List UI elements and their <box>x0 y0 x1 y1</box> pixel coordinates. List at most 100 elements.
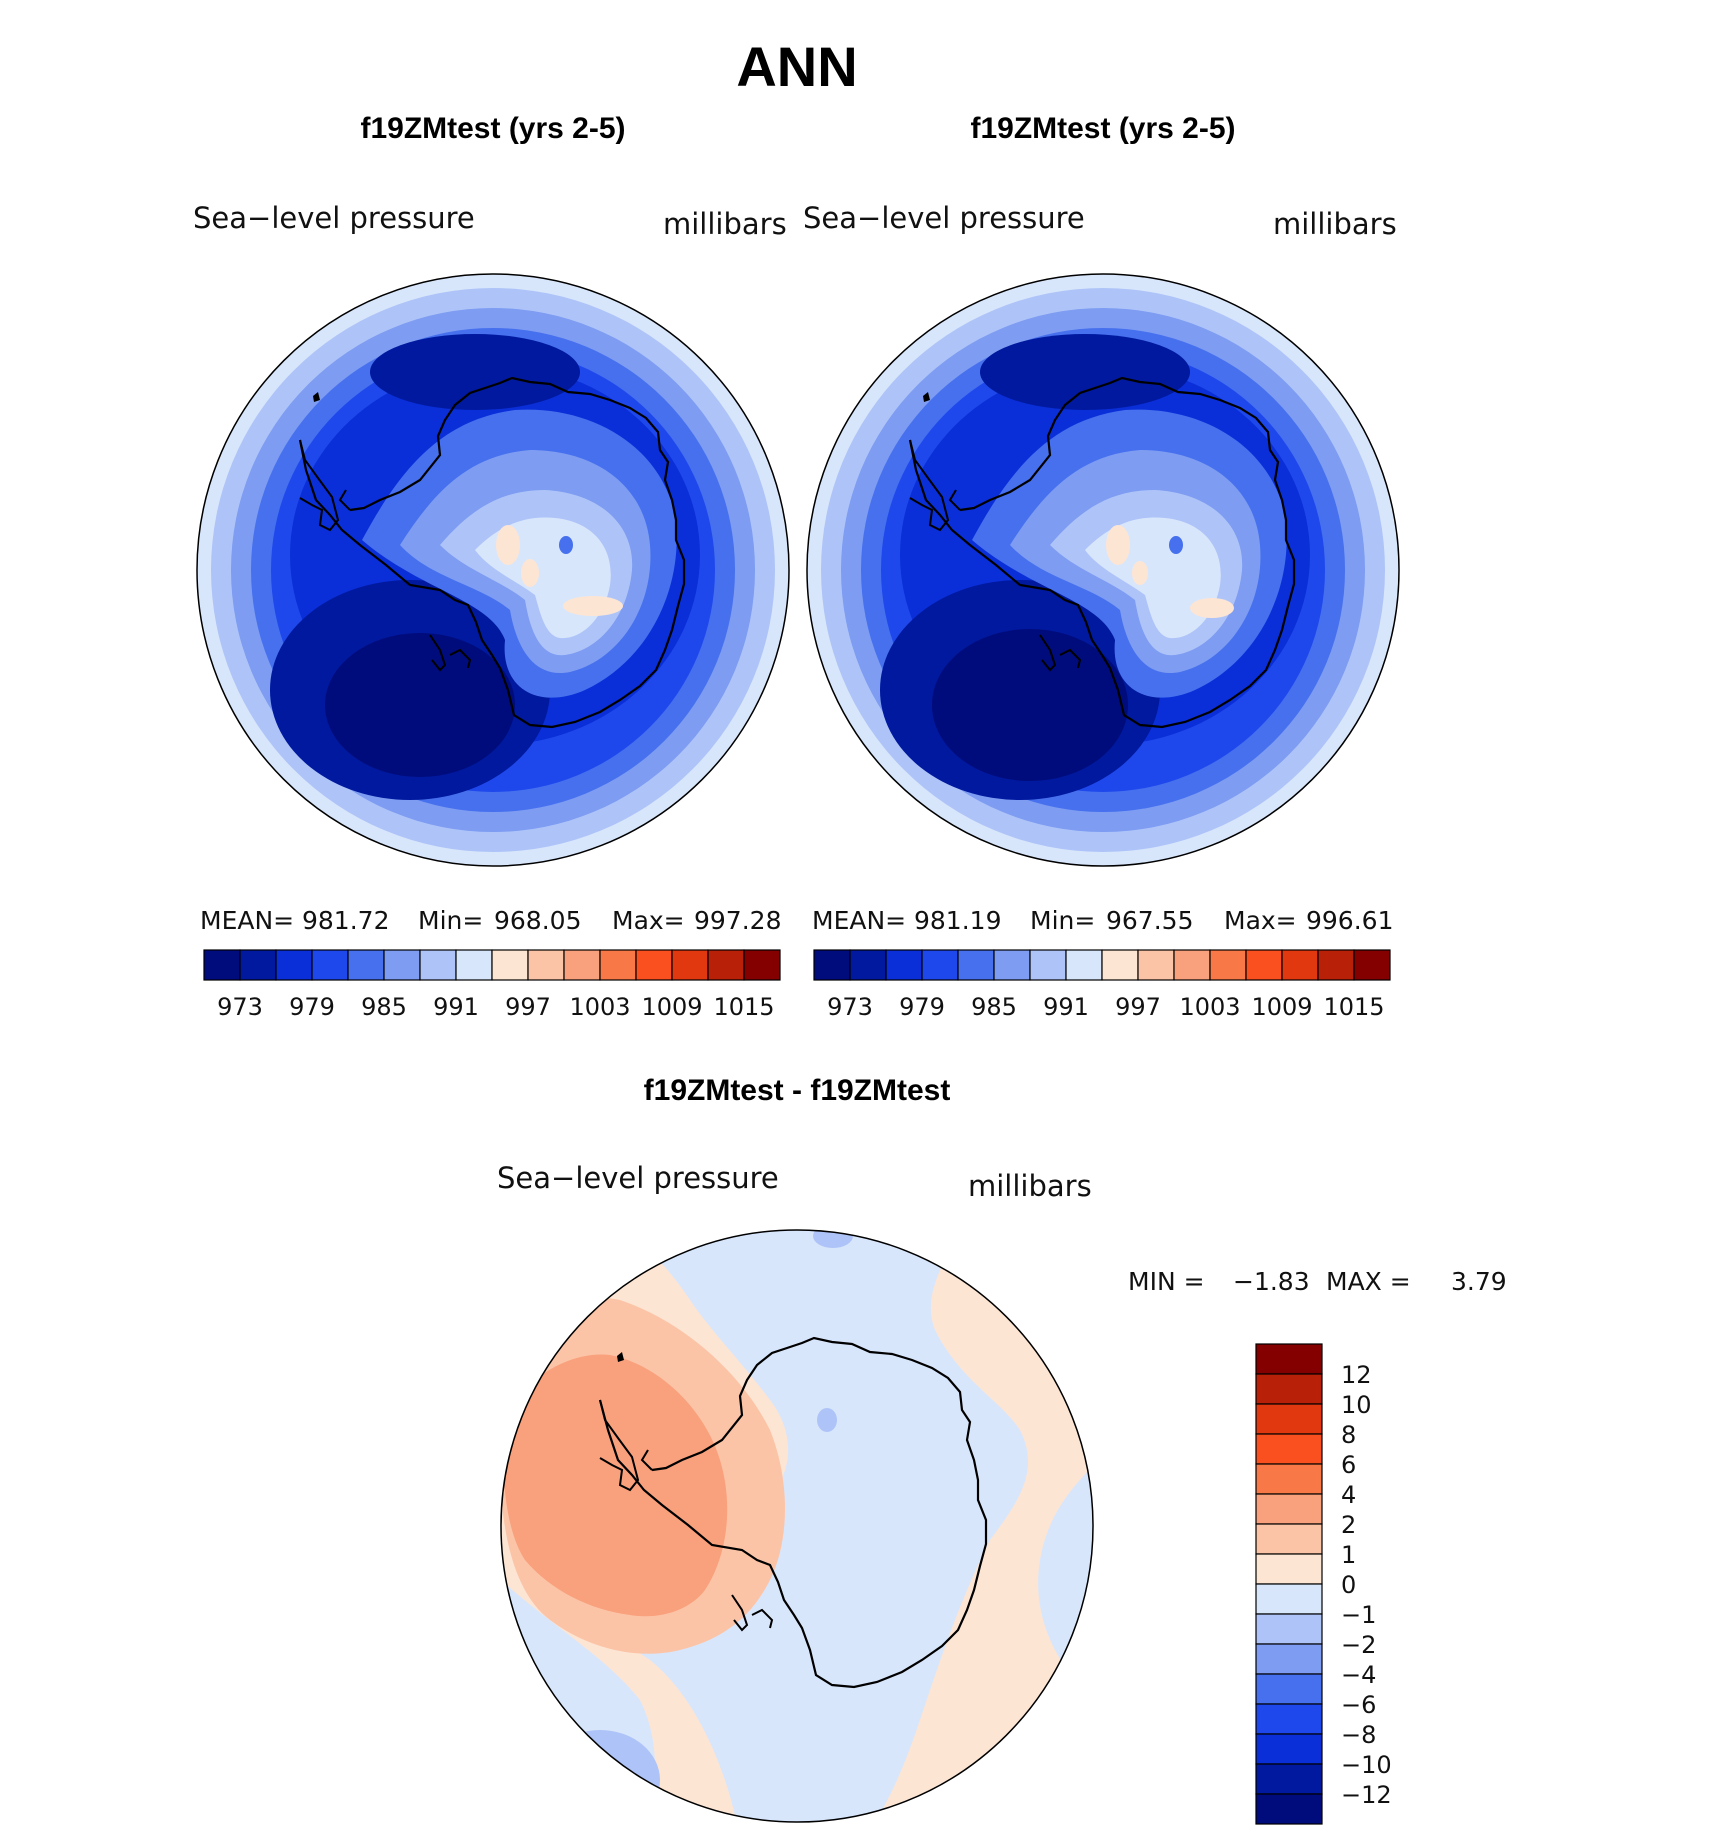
mean-label: MEAN= <box>200 906 294 935</box>
colorbar-cell <box>1255 1403 1323 1435</box>
colorbar-cell <box>1255 1553 1323 1585</box>
colorbar-cell <box>1255 1733 1323 1765</box>
colorbar-cell <box>599 949 637 981</box>
colorbar-tick-label: −2 <box>1341 1631 1376 1659</box>
peninsula <box>299 439 472 672</box>
neg-spot-pole <box>817 1408 837 1432</box>
colorbar-cell <box>921 949 959 981</box>
variable-label: Sea−level pressure <box>803 201 1085 235</box>
colorbar-cell <box>239 949 277 981</box>
island <box>313 392 320 402</box>
plateau-low <box>1169 536 1183 554</box>
colorbar-tick-label: 0 <box>1341 1571 1356 1599</box>
colorbar-cell <box>1065 949 1103 981</box>
colorbar-tick-label: 2 <box>1341 1511 1356 1539</box>
plateau-high-1 <box>1106 525 1130 565</box>
colorbar-tick-label: 12 <box>1341 1361 1372 1389</box>
colorbar-cell <box>1255 1673 1323 1705</box>
colorbar-cell <box>1245 949 1283 981</box>
colorbar-cell <box>707 949 745 981</box>
colorbar-cell <box>1255 1583 1323 1615</box>
colorbar-cell <box>1255 1703 1323 1735</box>
colorbar-tick-label: 8 <box>1341 1421 1356 1449</box>
panel-top-left: f19ZMtest (yrs 2-5) Sea−level pressure m… <box>193 112 790 1021</box>
coastline <box>298 376 686 729</box>
max-label: Max= <box>1224 906 1297 935</box>
colorbar-cell <box>1255 1433 1323 1465</box>
colorbar-tick-label: 1015 <box>713 993 774 1021</box>
colorbar-cell <box>455 949 493 981</box>
peninsula <box>909 439 1082 672</box>
colorbar-tick-label: 1015 <box>1323 993 1384 1021</box>
plateau-low <box>559 536 573 554</box>
colorbar-tick-label: 997 <box>505 993 551 1021</box>
colorbar-tick-label: −1 <box>1341 1601 1376 1629</box>
plateau-high-2 <box>563 596 623 616</box>
colorbar-cell <box>1137 949 1175 981</box>
colorbar: 973 979 985 991 997 1003 1009 1015 <box>813 949 1391 1021</box>
colorbar-tick-label: 1003 <box>1179 993 1240 1021</box>
max-value: 996.61 <box>1306 906 1393 935</box>
colorbar-tick-label: 1009 <box>641 993 702 1021</box>
colorbar-cell <box>1353 949 1391 981</box>
coastline <box>598 1336 988 1689</box>
colorbar-cell <box>1255 1793 1323 1825</box>
colorbar-tick-label: −10 <box>1341 1751 1392 1779</box>
colorbar-cell <box>1173 949 1211 981</box>
coastline-group <box>598 1336 988 1689</box>
colorbar-cell <box>813 949 851 981</box>
panel-title: f19ZMtest (yrs 2-5) <box>360 112 625 145</box>
colorbar-tick-label: 991 <box>433 993 479 1021</box>
low-core <box>325 633 515 777</box>
colorbar: 973 979 985 991 997 1003 1009 1015 <box>203 949 781 1021</box>
island <box>923 392 930 402</box>
colorbar-tick-label: 973 <box>827 993 873 1021</box>
mean-label: MEAN= <box>812 906 906 935</box>
colorbar-tick-label: −12 <box>1341 1781 1392 1809</box>
colorbar-cell <box>491 949 529 981</box>
map-border <box>196 273 790 867</box>
coastline <box>908 376 1296 729</box>
map-border <box>500 1229 1094 1823</box>
colorbar-cell <box>203 949 241 981</box>
panel-difference: f19ZMtest - f19ZMtest Sea−level pressure… <box>497 1074 1507 1825</box>
neg-region-right <box>1038 1440 1093 1720</box>
colorbar-cell <box>1317 949 1355 981</box>
colorbar-cell <box>885 949 923 981</box>
colorbar-tick-label: 6 <box>1341 1451 1356 1479</box>
colorbar-tick-label: 985 <box>361 993 407 1021</box>
polar-map <box>197 274 789 866</box>
variable-label: Sea−level pressure <box>497 1161 779 1195</box>
colorbar-tick-label: 979 <box>289 993 335 1021</box>
low-region-1 <box>370 334 580 410</box>
colorbar-cell <box>1255 1643 1323 1675</box>
colorbar-cell <box>1255 1373 1323 1405</box>
colorbar-cell <box>635 949 673 981</box>
max-value: 997.28 <box>694 906 781 935</box>
max-label: MAX = <box>1326 1267 1411 1296</box>
colorbar-cell <box>743 949 781 981</box>
colorbar-cell <box>1255 1523 1323 1555</box>
max-label: Max= <box>612 906 685 935</box>
colorbar-cell <box>383 949 421 981</box>
units-label: millibars <box>1273 207 1397 241</box>
colorbar-cell <box>1209 949 1247 981</box>
colorbar-cell <box>1255 1463 1323 1495</box>
colorbar-cell <box>1255 1763 1323 1795</box>
colorbar-cell <box>671 949 709 981</box>
island <box>617 1352 624 1362</box>
units-label: millibars <box>968 1169 1092 1203</box>
variable-label: Sea−level pressure <box>193 201 475 235</box>
colorbar-tick-label: 1 <box>1341 1541 1356 1569</box>
panel-title: f19ZMtest (yrs 2-5) <box>970 112 1235 145</box>
min-value: 967.55 <box>1106 906 1193 935</box>
polar-map <box>501 1230 1093 1822</box>
plateau-high-3 <box>521 559 539 587</box>
colorbar-cell <box>1255 1613 1323 1645</box>
mean-value: 981.19 <box>914 906 1001 935</box>
plateau-high-2 <box>1190 598 1234 618</box>
neg-region-top <box>617 1230 1028 1822</box>
peninsula <box>599 1399 774 1632</box>
